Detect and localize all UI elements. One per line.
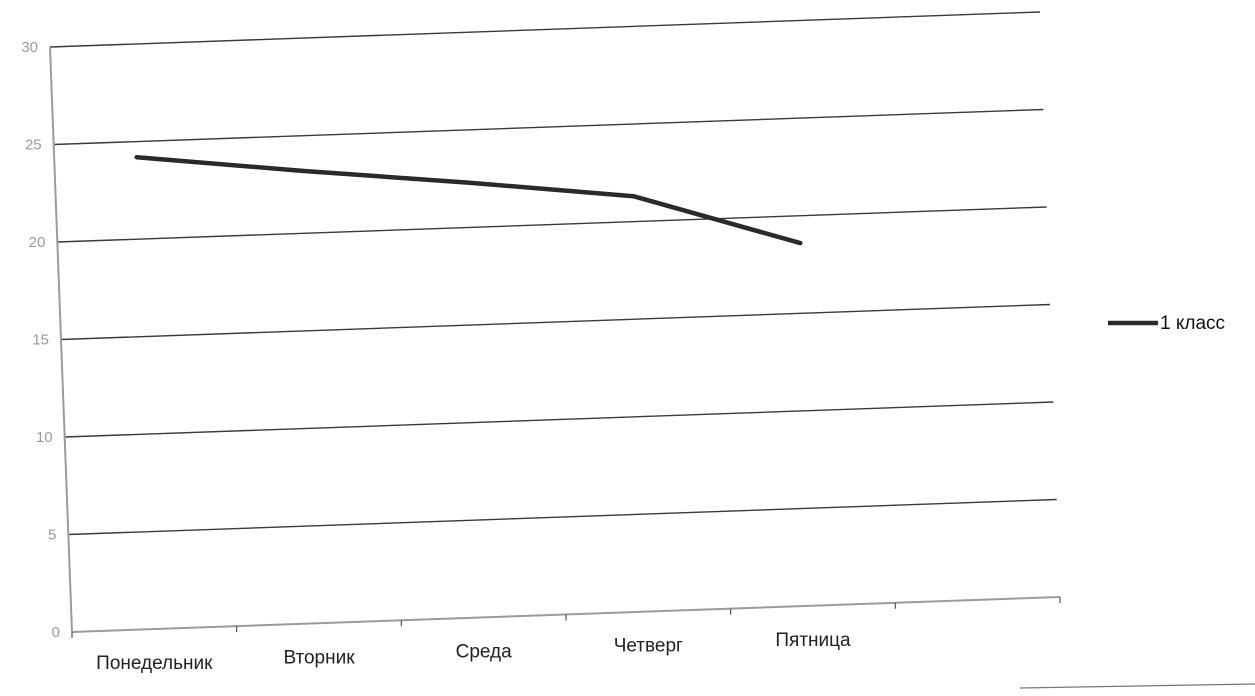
gridline-30 [50,12,1040,47]
gridlines [50,12,1057,535]
y-tick-label-0: 0 [52,624,60,641]
series-line-1 [137,157,801,243]
legend-label: 1 класс [1160,313,1225,334]
y-tick-label-20: 20 [29,234,46,251]
x-tick-label-4: Четверг [614,636,683,657]
page-edge-line [1020,684,1255,688]
y-tick-label-30: 30 [21,39,38,56]
x-tick-label-1: Понедельник [96,653,213,674]
gridline-25 [54,110,1044,145]
x-tick-label-2: Вторник [283,647,355,668]
x-tick-labels: Понедельник Вторник Среда Четверг Пятница [96,630,851,674]
x-tick-label-5: Пятница [775,630,851,651]
y-tick-labels: 0 5 10 15 20 25 30 [21,39,60,641]
gridline-5 [68,500,1056,535]
y-tick-label-5: 5 [48,527,56,544]
y-tick-label-15: 15 [32,332,49,349]
legend: 1 класс [1108,313,1225,334]
series [137,157,801,243]
y-tick-label-25: 25 [25,137,42,154]
gridline-15 [61,305,1050,340]
x-tick-label-3: Среда [456,641,513,662]
axes [50,47,1255,688]
gridline-10 [65,402,1054,437]
y-tick-label-10: 10 [36,429,53,446]
gridline-20 [57,207,1046,242]
